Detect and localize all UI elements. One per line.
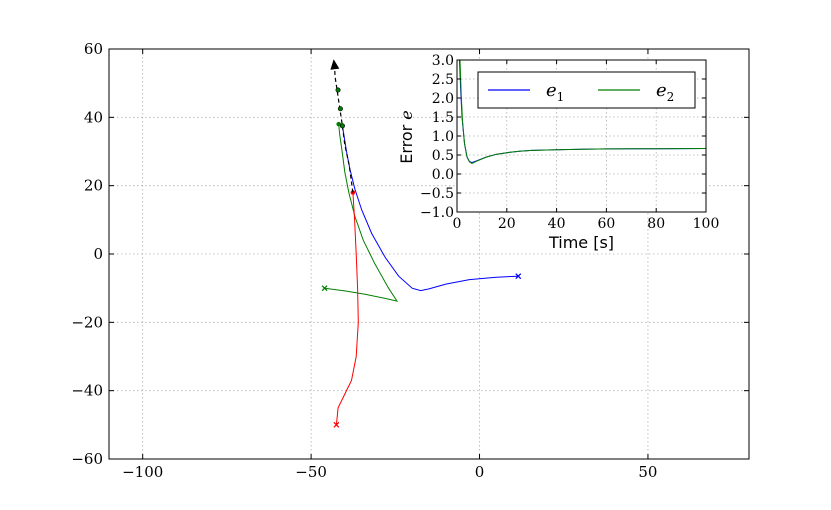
- main-x-tick-label: 0: [475, 463, 485, 481]
- waypoint-marker: [339, 123, 345, 129]
- inset-ticks: 0 20 40 60 80 100 −1.0 −0.5 0.0 0.5 1.0 1.5 2.0 2.5 3.…: [420, 53, 719, 232]
- legend-label-symbol: e: [656, 80, 667, 101]
- trajectory-line: [335, 192, 359, 425]
- arrow-head: [330, 59, 340, 70]
- main-series-3: [330, 59, 354, 193]
- main-y-tick-label: −20: [71, 313, 103, 331]
- main-x-tick-label: −50: [295, 463, 327, 481]
- start-marker-stroke: [333, 421, 340, 428]
- main-y-tick-label: 0: [93, 245, 103, 263]
- inset-x-axis-label: Time [s]: [548, 233, 614, 252]
- main-series-1: [321, 121, 399, 302]
- inset-y-tick-label: 3.0: [432, 53, 454, 69]
- inset-y-axis-label-symbol: e: [397, 110, 416, 119]
- inset-x-tick-label: 100: [693, 216, 720, 232]
- legend-label-0: e1: [546, 80, 564, 104]
- start-marker-stroke: [515, 273, 522, 280]
- main-y-tick-label: −60: [71, 450, 103, 468]
- main-y-tick-label: −40: [71, 382, 103, 400]
- inset-y-tick-label: 0.5: [432, 148, 454, 164]
- start-marker: [515, 273, 522, 280]
- inset-x-tick-label: 60: [597, 216, 615, 232]
- start-marker: [333, 421, 340, 428]
- waypoint-marker: [337, 106, 343, 112]
- inset-y-tick-label: 2.5: [432, 72, 454, 88]
- legend-label-subscript: 1: [557, 90, 565, 104]
- main-y-tick-label: 20: [84, 177, 103, 195]
- main-y-tick-label: 40: [84, 108, 103, 126]
- inset-y-tick-label: −1.0: [420, 205, 454, 221]
- main-x-tick-label: −100: [122, 463, 163, 481]
- inset-y-tick-label: 1.0: [432, 129, 454, 145]
- legend-label-subscript: 2: [667, 90, 675, 104]
- inset-y-axis-label: Error e: [397, 110, 416, 163]
- trajectory-line: [324, 124, 399, 302]
- main-x-tick-label: 50: [638, 463, 657, 481]
- inset-y-axis-label-word: Error: [397, 124, 416, 163]
- inset-y-tick-label: 2.0: [432, 91, 454, 107]
- inset-plot: 0 20 40 60 80 100 −1.0 −0.5 0.0 0.5 1.0 1.5 2.0 2.5 3.…: [397, 53, 719, 252]
- main-y-tick-label: 60: [84, 40, 103, 58]
- waypoint-marker: [335, 87, 341, 93]
- inset-x-tick-label: 40: [548, 216, 566, 232]
- end-marker: [336, 121, 342, 127]
- inset-x-tick-label: 0: [453, 216, 462, 232]
- inset-y-tick-label: −0.5: [420, 186, 454, 202]
- inset-x-tick-label: 20: [498, 216, 516, 232]
- inset-legend: e1 e2: [477, 71, 696, 109]
- error-line-e2: [457, 59, 707, 164]
- start-marker-stroke: [321, 285, 328, 292]
- legend-label-1: e2: [656, 80, 674, 104]
- trajectory-line: [341, 125, 519, 292]
- start-marker: [321, 285, 328, 292]
- inset-y-tick-label: 0.0: [432, 167, 454, 183]
- inset-x-tick-label: 80: [647, 216, 665, 232]
- inset-y-tick-label: 1.5: [432, 110, 454, 126]
- legend-label-symbol: e: [546, 80, 557, 101]
